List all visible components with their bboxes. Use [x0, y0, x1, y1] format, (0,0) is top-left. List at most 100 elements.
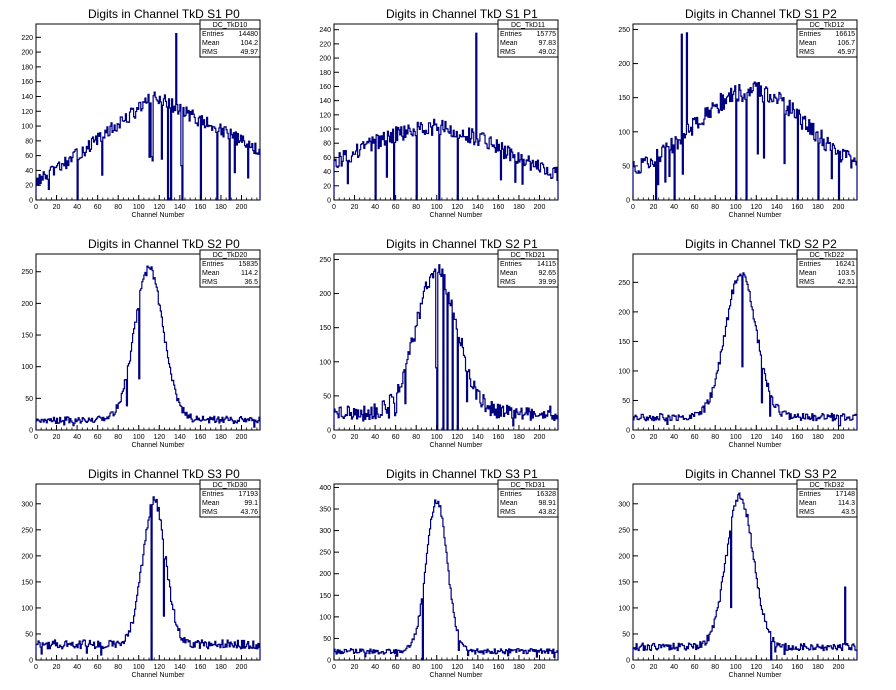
histogram-title: Digits in Channel TkD S3 P0	[88, 467, 240, 481]
y-tick-label: 200	[21, 50, 33, 57]
histogram-svg: Digits in Channel TkD S3 P2 0 20 40 60 80 100 1…	[618, 467, 858, 679]
y-tick-label: 150	[319, 325, 331, 332]
plot-frame	[632, 483, 858, 661]
x-tick-label: 140	[472, 204, 484, 211]
histogram-svg: Digits in Channel TkD S1 P0 0 20 40 60 80 100 1…	[21, 7, 261, 219]
y-tick-label: 250	[618, 280, 630, 287]
x-axis-label: Channel Number	[729, 212, 783, 219]
x-tick-label: 160	[195, 434, 207, 441]
y-tick-label: 250	[319, 550, 331, 557]
x-tick-label: 40	[670, 204, 678, 211]
stats-value: 43.76	[240, 509, 258, 516]
x-tick-label: 200	[534, 204, 546, 211]
x-axis-label: Channel Number	[729, 672, 783, 679]
stats-label: Mean	[500, 500, 518, 507]
stats-label: Mean	[799, 270, 817, 277]
x-tick-label: 20	[53, 664, 61, 671]
y-tick-label: 100	[618, 129, 630, 136]
stats-label: Entries	[202, 491, 224, 498]
stats-value: 43.5	[841, 509, 855, 516]
x-tick-label: 160	[195, 664, 207, 671]
y-tick-label: 0	[29, 658, 33, 665]
x-tick-label: 20	[53, 434, 61, 441]
x-tick-label: 140	[174, 204, 186, 211]
plot-frame	[333, 253, 559, 431]
stats-value: 104.2	[240, 40, 258, 47]
y-tick-label: 150	[618, 339, 630, 346]
y-tick-label: 400	[319, 485, 331, 492]
plot-frame	[632, 253, 858, 431]
y-tick-label: 100	[21, 605, 33, 612]
stats-label: Mean	[799, 40, 817, 47]
x-tick-label: 180	[812, 664, 824, 671]
y-tick-label: 0	[327, 198, 331, 205]
y-tick-label: 100	[618, 605, 630, 612]
stats-box: DC_TkD10 Entries 14480 Mean 104.2 RMS 49.97	[199, 19, 261, 58]
stats-box: DC_TkD30 Entries 17193 Mean 99.1 RMS 43.76	[199, 479, 261, 518]
x-axis-label: Channel Number	[132, 672, 186, 679]
y-tick-label: 150	[21, 579, 33, 586]
y-tick-label: 20	[323, 183, 331, 190]
histogram-title: Digits in Channel TkD S2 P0	[88, 237, 240, 251]
x-tick-label: 80	[412, 434, 420, 441]
x-tick-label: 120	[451, 204, 463, 211]
histogram-title: Digits in Channel TkD S1 P0	[88, 7, 240, 21]
x-tick-label: 100	[431, 434, 443, 441]
x-tick-label: 120	[750, 664, 762, 671]
x-tick-label: 200	[833, 664, 845, 671]
stats-value: 15835	[239, 261, 259, 268]
stats-value: 15775	[537, 31, 557, 38]
y-tick-label: 100	[319, 359, 331, 366]
x-tick-label: 20	[650, 664, 658, 671]
plot-frame	[333, 23, 559, 201]
x-tick-label: 180	[812, 204, 824, 211]
histogram-title: Digits in Channel TkD S3 P1	[386, 467, 538, 481]
y-tick-label: 0	[327, 658, 331, 665]
x-tick-label: 0	[332, 664, 336, 671]
x-tick-label: 60	[94, 204, 102, 211]
stats-value: 14115	[537, 261, 556, 268]
stats-label: RMS	[799, 509, 815, 516]
x-tick-label: 100	[133, 664, 145, 671]
stats-label: Mean	[202, 270, 220, 277]
x-tick-label: 160	[792, 204, 804, 211]
histogram-panel: Digits in Channel TkD S2 P2 0 20 40 60 80 100 1…	[597, 230, 896, 460]
stats-name: DC_TkD31	[511, 482, 546, 489]
histogram-line	[632, 32, 858, 201]
plot-frame	[333, 483, 559, 661]
stats-label: Entries	[500, 31, 522, 38]
stats-value: 45.97	[837, 49, 855, 56]
y-tick-label: 200	[21, 553, 33, 560]
y-tick-label: 200	[618, 61, 630, 68]
stats-value: 36.5	[244, 279, 258, 286]
y-tick-label: 80	[25, 138, 33, 145]
histogram-line	[35, 33, 261, 201]
stats-name: DC_TkD22	[810, 252, 845, 259]
y-tick-label: 200	[319, 291, 331, 298]
x-tick-label: 40	[73, 434, 81, 441]
y-tick-label: 300	[319, 528, 331, 535]
histogram-svg: Digits in Channel TkD S2 P1 0 20 40 60 80 100 1…	[319, 237, 559, 449]
histogram-panel: Digits in Channel TkD S3 P0 0 20 40 60 80 100 1…	[0, 460, 299, 690]
histogram-line	[632, 492, 858, 661]
y-tick-label: 300	[21, 501, 33, 508]
y-tick-label: 150	[618, 95, 630, 102]
stats-box-frame	[796, 19, 858, 58]
stats-box: DC_TkD20 Entries 15835 Mean 114.2 RMS 36.5	[199, 249, 261, 288]
histogram-title: Digits in Channel TkD S2 P1	[386, 237, 538, 251]
stats-label: Entries	[799, 31, 821, 38]
stats-label: Mean	[500, 270, 518, 277]
stats-box: DC_TkD31 Entries 16328 Mean 98.91 RMS 43.82	[497, 479, 559, 518]
stats-name: DC_TkD30	[213, 482, 248, 489]
x-tick-label: 140	[771, 434, 783, 441]
stats-label: Entries	[202, 261, 224, 268]
histogram-line	[333, 499, 559, 661]
y-tick-label: 50	[323, 636, 331, 643]
stats-value: 17193	[239, 491, 259, 498]
stats-value: 49.97	[240, 49, 258, 56]
y-tick-label: 250	[21, 527, 33, 534]
y-tick-label: 200	[319, 56, 331, 63]
y-tick-label: 200	[319, 571, 331, 578]
y-tick-label: 240	[319, 27, 331, 34]
stats-box-frame	[497, 19, 559, 58]
